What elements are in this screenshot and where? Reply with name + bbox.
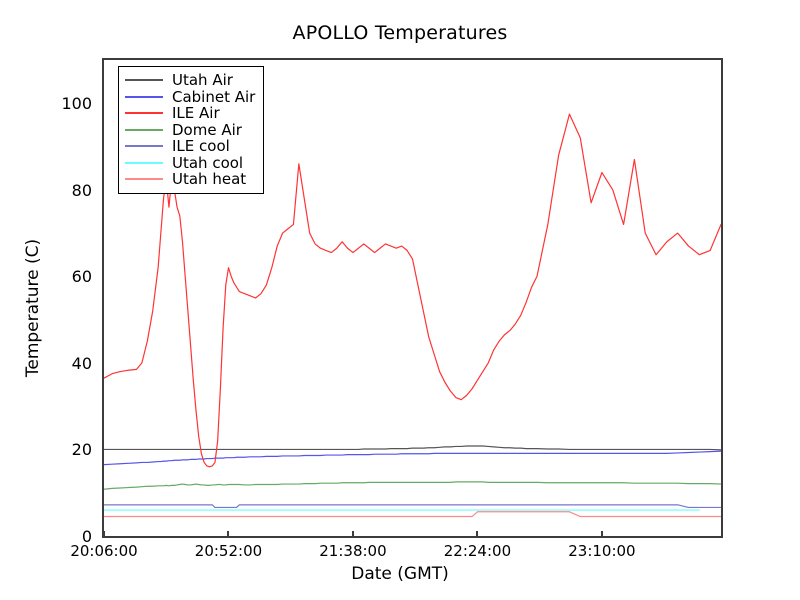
legend-label: Utah cool	[172, 153, 244, 172]
legend-color-swatch	[125, 112, 163, 115]
legend-item[interactable]: Utah cool	[125, 155, 255, 172]
x-tick-mark	[227, 531, 230, 537]
x-tick-label: 23:10:00	[568, 542, 636, 560]
legend-label: ILE cool	[172, 137, 230, 156]
x-tick-mark	[600, 531, 603, 537]
series-line	[104, 511, 721, 518]
chart-title: APOLLO Temperatures	[292, 22, 508, 44]
x-tick-mark	[351, 531, 354, 537]
legend-item[interactable]: Cabinet Air	[125, 89, 255, 106]
x-tick-mark	[476, 531, 479, 537]
legend-color-swatch	[125, 178, 163, 181]
x-tick-label: 22:24:00	[443, 542, 512, 560]
y-tick-label: 0	[81, 527, 92, 546]
y-tick-label: 80	[71, 180, 92, 200]
legend-color-swatch	[125, 145, 163, 148]
x-tick-label: 21:38:00	[319, 542, 387, 560]
legend-item[interactable]: Utah heat	[125, 171, 255, 188]
series-line	[104, 450, 721, 466]
x-tick-label: 20:52:00	[194, 542, 263, 560]
series-line	[104, 445, 721, 451]
legend-item[interactable]: Dome Air	[125, 122, 255, 139]
legend-label: ILE Air	[172, 104, 220, 123]
legend-item[interactable]: Utah Air	[125, 72, 255, 89]
series-line	[104, 113, 721, 468]
legend-label: Dome Air	[172, 120, 242, 139]
x-tick-label: 20:06:00	[70, 542, 138, 560]
legend-label: Utah Air	[172, 71, 233, 90]
x-tick-mark	[103, 531, 105, 537]
y-tick-label: 20	[71, 440, 92, 460]
series-line	[104, 481, 721, 490]
legend-label: Utah heat	[172, 170, 247, 189]
legend-color-swatch	[125, 161, 163, 164]
y-tick-label: 40	[71, 353, 92, 373]
legend-color-swatch	[125, 128, 163, 131]
legend-label: Cabinet Air	[172, 87, 256, 106]
legend-item[interactable]: ILE cool	[125, 138, 255, 155]
x-axis-label: Date (GMT)	[351, 564, 449, 584]
legend-color-swatch	[125, 95, 163, 98]
chart-legend: Utah Air Cabinet Air ILE Air Dome Air ILE co…	[118, 66, 265, 194]
series-line	[104, 504, 721, 509]
legend-item[interactable]: ILE Air	[125, 105, 255, 122]
y-tick-label: 100	[61, 94, 92, 114]
y-tick-label: 60	[71, 267, 92, 287]
legend-color-swatch	[125, 79, 163, 82]
series-canvas	[104, 113, 721, 518]
y-axis-tick-labels: 0 20 40 60 80 100	[40, 0, 143, 600]
